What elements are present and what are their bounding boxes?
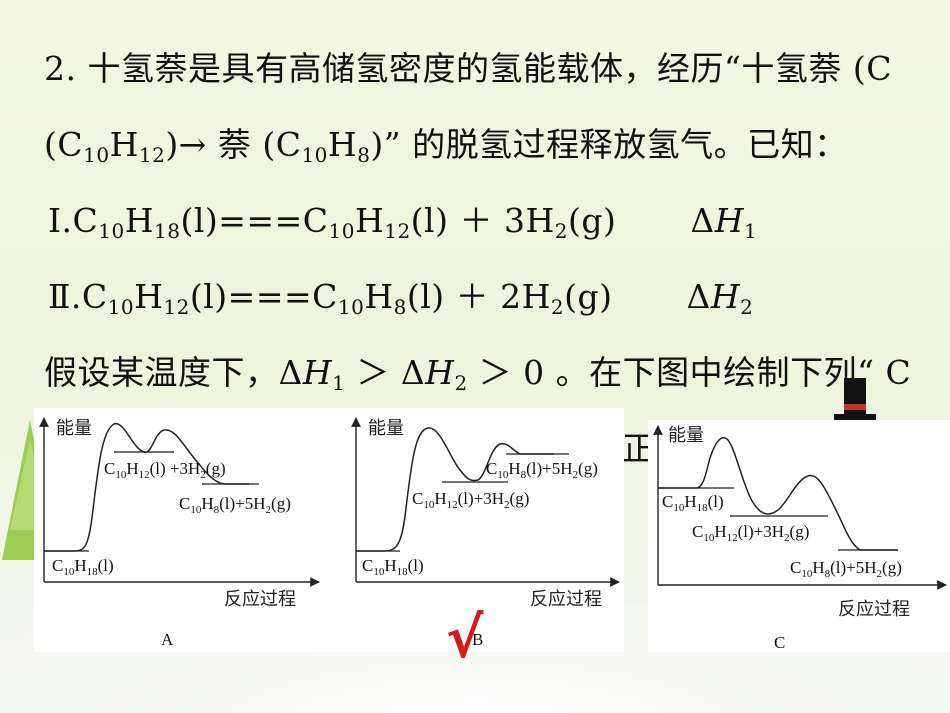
question-line-5: 假设某温度下，ΔH1 ＞ ΔH2 ＞ 0 。在下图中绘制下列“ C: [44, 353, 912, 395]
label-start-a: C10H18(l): [52, 556, 114, 578]
energy-curve-a: [44, 423, 249, 552]
reaction-2: Ⅱ.C10H12(l)===C10H8(l) ＋ 2H2(g) ΔH2: [48, 277, 754, 319]
top-hat-icon: [834, 378, 876, 420]
caption-c: C: [774, 633, 785, 652]
label-mid-a: C10H12(l) +3H2(g): [104, 459, 226, 481]
energy-diagram-panel-c: 能量 反应过程 C10H18(l) C10H12(l)+3H2(g) C10H8…: [648, 420, 950, 652]
caption-a: A: [161, 630, 174, 649]
energy-diagram-b: 能量 反应过程 C10H18(l) C10H12(l)+3H2(g) C10H8…: [351, 417, 620, 649]
ylabel-b: 能量: [368, 418, 404, 439]
label-end-a: C10H8(l)+5H2(g): [179, 494, 291, 516]
label-start-b: C10H18(l): [362, 556, 424, 578]
energy-diagram-c: 能量 反应过程 C10H18(l) C10H12(l)+3H2(g) C10H8…: [653, 425, 947, 652]
ylabel-a: 能量: [56, 418, 92, 439]
energy-curve-c: [658, 437, 898, 551]
reaction-1: Ⅰ.C10H18(l)===C10H12(l) ＋ 3H2(g) ΔH1: [48, 201, 758, 243]
ylabel-c: 能量: [668, 425, 704, 446]
label-end-b: C10H8(l)+5H2(g): [486, 459, 598, 481]
label-mid-c: C10H12(l)+3H2(g): [692, 522, 809, 544]
label-start-c: C10H18(l): [662, 492, 724, 514]
label-mid-b: C10H12(l)+3H2(g): [412, 489, 529, 511]
question-line-2: (C10H12)→ 萘 (C10H8)” 的脱氢过程释放氢气。已知：: [44, 125, 848, 167]
label-end-c: C10H8(l)+5H2(g): [790, 558, 902, 580]
caption-b: B: [472, 630, 483, 649]
energy-diagram-panel-ab: 能量 反应过程 C10H18(l) C10H12(l) +3H2(g) C10H…: [34, 408, 624, 652]
energy-curve-b: [356, 427, 554, 552]
xlabel-b: 反应过程: [530, 589, 602, 610]
energy-diagram-a: 能量 反应过程 C10H18(l) C10H12(l) +3H2(g) C10H…: [39, 417, 320, 649]
xlabel-a: 反应过程: [224, 589, 296, 610]
question-line-1: 2. 十氢萘是具有高储氢密度的氢能载体，经历“十氢萘 (C: [44, 49, 892, 88]
answer-check-mark: √: [446, 606, 484, 671]
xlabel-c: 反应过程: [838, 599, 910, 620]
